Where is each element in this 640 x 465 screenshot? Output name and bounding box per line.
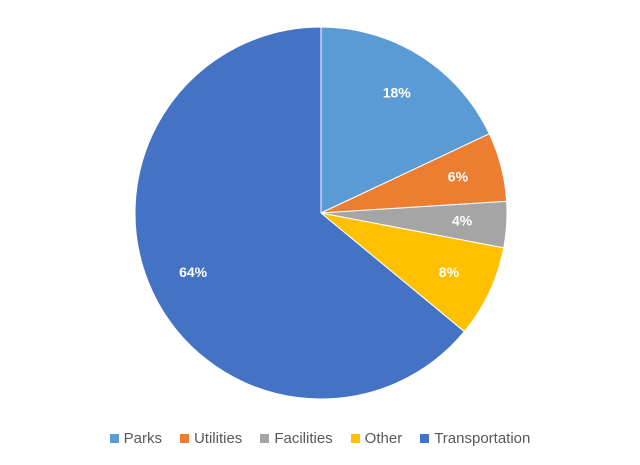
legend-swatch-facilities bbox=[260, 433, 270, 443]
legend-item-utilities: Utilities bbox=[179, 429, 243, 447]
legend-label-transportation: Transportation bbox=[434, 429, 531, 447]
legend-label-facilities: Facilities bbox=[274, 429, 333, 447]
pie-slice-other bbox=[320, 212, 505, 333]
legend-swatch-utilities bbox=[179, 433, 189, 443]
legend-item-transportation: Transportation bbox=[420, 430, 530, 447]
legend-swatch-parks bbox=[109, 433, 119, 443]
pie-slice-transportation bbox=[134, 26, 466, 400]
chart-legend: Parks Utilities Facilities Other Transportat… bbox=[0, 424, 640, 452]
legend-label-utilities: Utilities bbox=[193, 429, 243, 447]
legend-swatch-other bbox=[350, 433, 360, 443]
data-labels: 18% 6% 4% 8% 64% bbox=[179, 84, 473, 280]
data-label-facilities: 4% bbox=[452, 213, 473, 229]
legend-label-parks: Parks bbox=[123, 429, 162, 447]
pie-slice-parks bbox=[320, 26, 490, 214]
legend-swatch-transportation bbox=[420, 433, 430, 443]
legend-item-other: Other bbox=[350, 429, 403, 447]
legend-label-other: Other bbox=[364, 429, 403, 447]
data-label-transportation: 64% bbox=[179, 264, 208, 280]
pie-slices bbox=[134, 26, 508, 400]
legend-item-facilities: Facilities bbox=[260, 429, 333, 447]
legend-item-parks: Parks bbox=[109, 429, 162, 447]
data-label-parks: 18% bbox=[383, 84, 412, 100]
data-label-utilities: 6% bbox=[448, 169, 469, 185]
data-label-other: 8% bbox=[439, 264, 460, 280]
